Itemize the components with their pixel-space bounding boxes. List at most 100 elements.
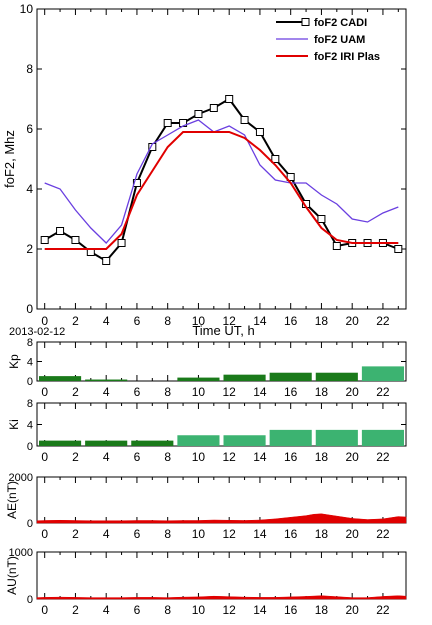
x-tick-label: 20 xyxy=(346,450,360,464)
x-tick-label: 18 xyxy=(315,527,329,541)
x-tick-label: 4 xyxy=(103,314,110,328)
x-tick-label: 14 xyxy=(253,314,267,328)
y-tick-label: 0 xyxy=(27,376,33,388)
y-tick-label: 0 xyxy=(27,441,33,453)
x-tick-label: 18 xyxy=(315,314,329,328)
series-fof2-cadi xyxy=(40,95,403,265)
data-point xyxy=(102,257,111,265)
x-tick-label: 16 xyxy=(284,314,298,328)
x-tick-label: 20 xyxy=(346,314,360,328)
x-tick-label: 16 xyxy=(284,450,298,464)
data-point xyxy=(255,128,264,136)
y-axis-label: Ki xyxy=(7,419,21,430)
y-tick-label: 2000 xyxy=(9,472,33,484)
y-axis-label: foF2, Mhz xyxy=(2,130,17,188)
legend-label: foF2 CADI xyxy=(314,17,367,29)
x-tick-label: 0 xyxy=(41,450,48,464)
y-tick-label: 1000 xyxy=(9,547,33,559)
data-point xyxy=(132,179,141,187)
x-tick-label: 20 xyxy=(346,527,360,541)
x-tick-label: 22 xyxy=(376,527,390,541)
x-tick-label: 6 xyxy=(134,385,141,399)
bar xyxy=(315,372,358,381)
y-tick-label: 4 xyxy=(26,182,33,196)
series-fof2-uam xyxy=(44,119,399,244)
panel-frame xyxy=(36,8,407,310)
x-tick-label: 6 xyxy=(134,603,141,617)
x-tick-label: 0 xyxy=(41,527,48,541)
data-point xyxy=(56,227,65,235)
panel-4: 0 1000 0 2 4 6 8 10 12 14 16 18 20 22 AU(nT) xyxy=(5,547,407,617)
legend-label: foF2 IRI Plas xyxy=(314,51,380,63)
x-tick-label: 10 xyxy=(192,450,206,464)
x-tick-label: 8 xyxy=(164,450,171,464)
area-fill xyxy=(36,595,407,600)
panel-frame xyxy=(36,476,407,524)
bar xyxy=(223,374,266,381)
data-point xyxy=(286,173,295,181)
y-tick-label: 0 xyxy=(27,518,33,530)
x-tick-label: 16 xyxy=(284,385,298,399)
x-tick-label: 12 xyxy=(223,603,237,617)
series-line xyxy=(44,119,399,244)
x-tick-label: 4 xyxy=(103,527,110,541)
x-tick-label: 22 xyxy=(376,603,390,617)
y-tick-label: 4 xyxy=(27,420,33,432)
series-line xyxy=(44,131,399,250)
x-tick-label: 2 xyxy=(72,314,79,328)
x-tick-label: 0 xyxy=(41,385,48,399)
bar xyxy=(39,376,82,381)
bar xyxy=(223,435,266,446)
bar xyxy=(39,440,82,446)
series-line xyxy=(44,97,399,263)
x-tick-label: 8 xyxy=(164,527,171,541)
x-tick-label: 12 xyxy=(223,385,237,399)
data-point xyxy=(209,104,218,112)
x-tick-label: 22 xyxy=(376,385,390,399)
x-tick-label: 10 xyxy=(192,603,206,617)
data-point xyxy=(317,215,326,223)
x-tick-label: 6 xyxy=(134,527,141,541)
panel-frame xyxy=(36,551,407,600)
bar xyxy=(177,377,220,381)
x-tick-label: 14 xyxy=(253,450,267,464)
x-tick-label: 2 xyxy=(72,603,79,617)
x-tick-label: 4 xyxy=(103,603,110,617)
x-tick-label: 22 xyxy=(376,450,390,464)
legend: foF2 CADI foF2 UAM foF2 IRI Plas xyxy=(276,17,380,63)
x-tick-label: 20 xyxy=(346,385,360,399)
x-tick-label: 16 xyxy=(284,527,298,541)
y-tick-label: 0 xyxy=(27,594,33,606)
data-point xyxy=(394,245,403,253)
x-tick-label: 10 xyxy=(192,385,206,399)
y-tick-label: 10 xyxy=(20,2,34,16)
x-tick-label: 8 xyxy=(164,603,171,617)
bar xyxy=(269,372,312,381)
x-tick-label: 12 xyxy=(223,314,237,328)
x-tick-label: 18 xyxy=(315,603,329,617)
data-point xyxy=(225,95,234,103)
x-tick-label: 16 xyxy=(284,603,298,617)
x-tick-label: 12 xyxy=(223,527,237,541)
x-tick-label: 20 xyxy=(346,603,360,617)
x-tick-label: 14 xyxy=(253,603,267,617)
x-tick-label: 8 xyxy=(164,385,171,399)
x-tick-label: 4 xyxy=(103,450,110,464)
x-tick-label: 18 xyxy=(315,450,329,464)
data-point xyxy=(40,236,49,244)
bar xyxy=(361,429,404,446)
bar xyxy=(85,440,128,446)
y-axis-label: AE(nT) xyxy=(5,481,19,519)
bar xyxy=(361,366,404,381)
y-axis-label: Kp xyxy=(7,354,21,369)
date-label: 2013-02-12 xyxy=(9,326,65,338)
bar xyxy=(269,429,312,446)
x-tick-label: 4 xyxy=(103,385,110,399)
panel-2: 0 4 8 0 2 4 6 8 10 12 14 16 18 20 22 Ki xyxy=(7,398,407,464)
data-point xyxy=(271,155,280,163)
x-tick-label: 10 xyxy=(192,527,206,541)
x-tick-label: 2 xyxy=(72,450,79,464)
bar xyxy=(85,379,128,381)
y-tick-label: 8 xyxy=(27,337,33,349)
y-tick-label: 8 xyxy=(27,398,33,410)
